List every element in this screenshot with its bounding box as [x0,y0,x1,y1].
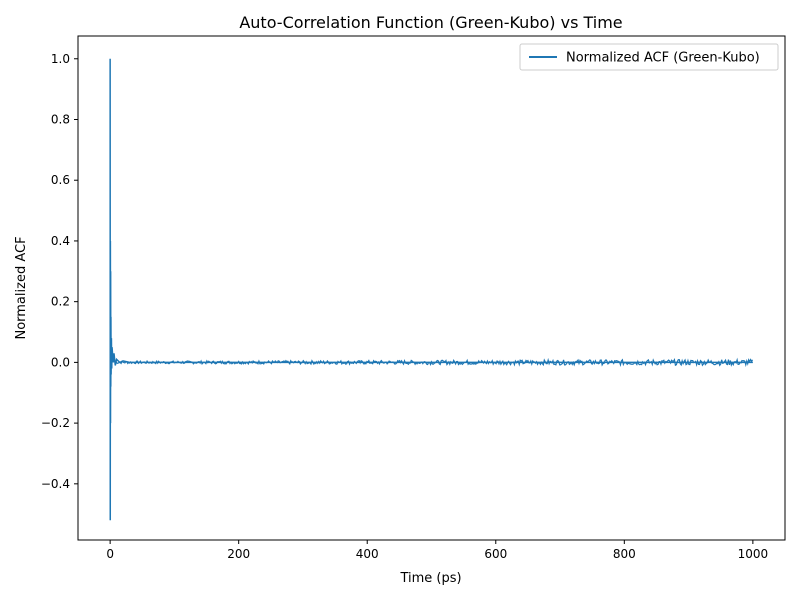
plot-frame [77,35,786,541]
x-tick-label: 200 [227,547,250,561]
acf-series-line [109,58,753,521]
x-tick-label: 800 [613,547,636,561]
y-tick-label: −0.2 [41,416,70,430]
legend-label: Normalized ACF (Green-Kubo) [566,51,760,66]
legend: Normalized ACF (Green-Kubo) [519,43,779,71]
y-tick-label: 0.0 [51,355,70,369]
y-tick-label: −0.4 [41,477,70,491]
y-axis-label: Normalized ACF [14,236,29,339]
legend-box [519,43,779,71]
y-tick-label: 0.4 [51,234,70,248]
x-tick-label: 600 [484,547,507,561]
x-axis-label: Time (ps) [399,571,461,586]
y-tick-label: 1.0 [51,52,70,66]
x-tick-label: 400 [356,547,379,561]
x-tick-label: 1000 [738,547,769,561]
y-tick-label: 0.8 [51,112,70,126]
acf-noise-band [115,357,754,368]
y-tick-label: 0.6 [51,173,70,187]
chart-title: Auto-Correlation Function (Green-Kubo) v… [239,13,622,32]
x-tick-label: 0 [106,547,114,561]
y-tick-label: 0.2 [51,295,70,309]
